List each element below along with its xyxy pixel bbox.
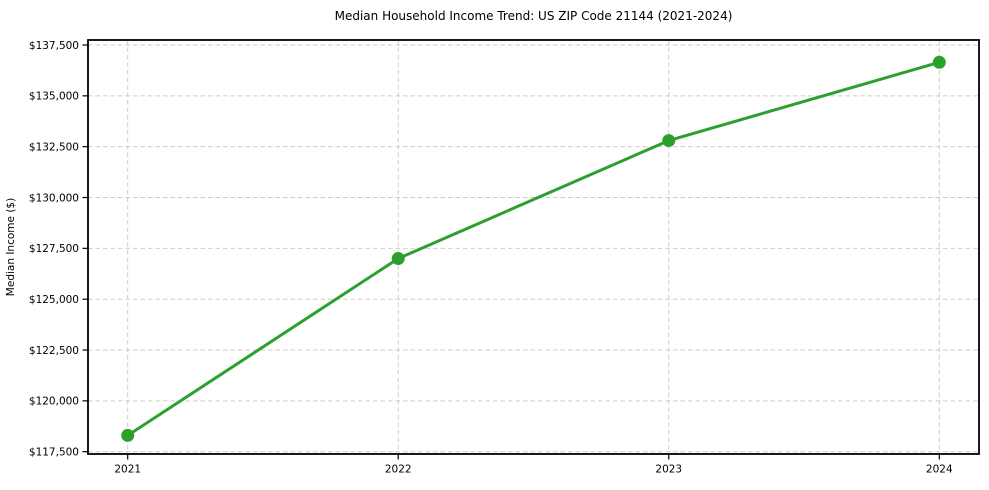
x-tick-label: 2023 [655, 464, 682, 476]
y-tick-label: $127,500 [29, 243, 79, 255]
x-tick-label: 2022 [385, 464, 412, 476]
axis-box [87, 39, 980, 455]
y-axis-label: Median Income ($) [5, 198, 17, 296]
data-point-2021 [121, 428, 135, 442]
y-tick-label: $122,500 [29, 345, 79, 357]
data-point-2023 [662, 134, 676, 148]
chart-title: Median Household Income Trend: US ZIP Co… [334, 9, 733, 23]
y-tick-label: $120,000 [29, 396, 79, 408]
data-point-2022 [391, 252, 405, 266]
y-tick-label: $130,000 [29, 192, 79, 204]
y-tick-label: $132,500 [29, 141, 79, 153]
y-tick-label: $137,500 [29, 40, 79, 52]
x-tick-label: 2024 [926, 464, 953, 476]
y-tick-label: $135,000 [29, 91, 79, 103]
y-tick-label: $117,500 [29, 447, 79, 459]
y-tick-label: $125,000 [29, 294, 79, 306]
trend-line [126, 60, 941, 437]
x-tick-label: 2021 [114, 464, 141, 476]
data-point-2024 [932, 55, 946, 69]
